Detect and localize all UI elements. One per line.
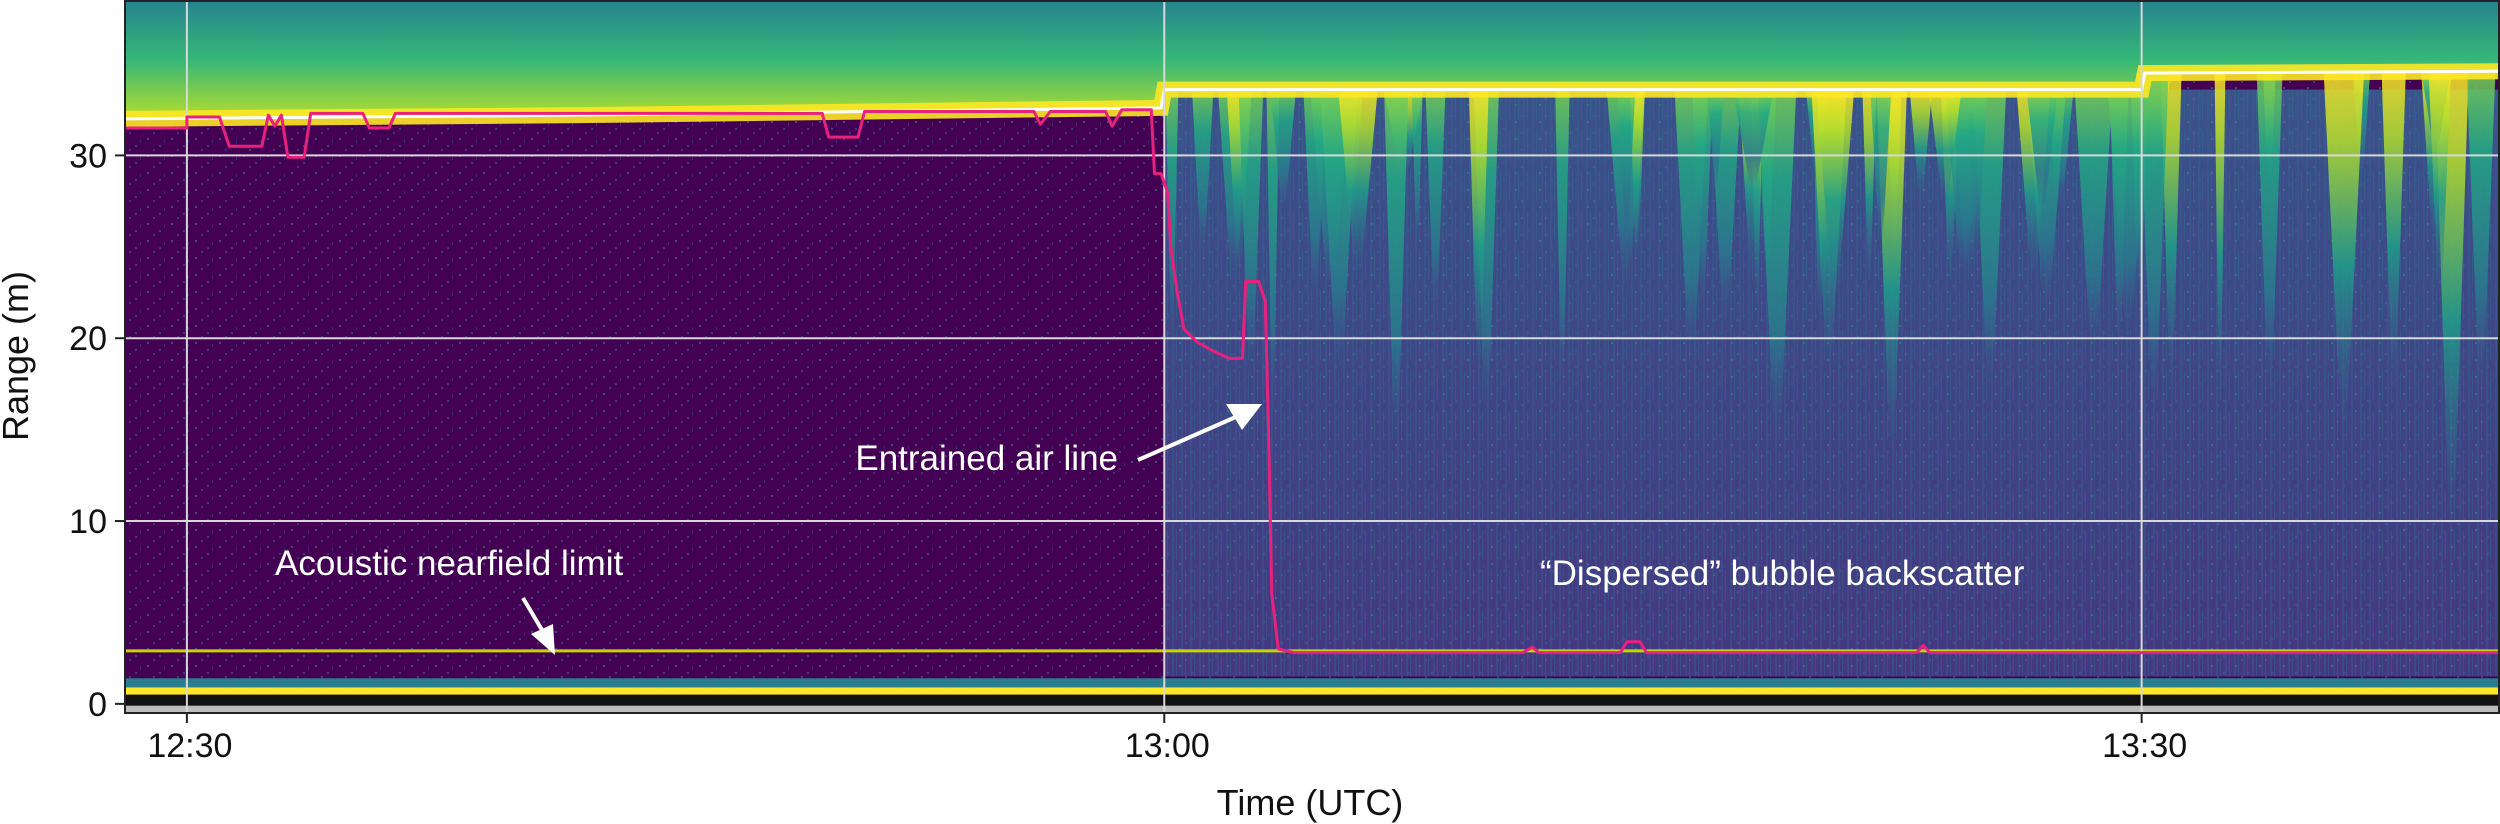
annotation-entrained-air-label: Entrained air line <box>855 439 1118 478</box>
bubble-plume <box>1468 89 1489 380</box>
bubble-plume <box>1870 89 1892 245</box>
entrained-air-arrowhead-icon <box>1226 404 1262 430</box>
bubble-plume <box>1191 89 1214 258</box>
bubble-plume <box>1411 89 1423 252</box>
y-tick-label: 20 <box>69 320 107 358</box>
bubble-plume <box>1270 89 1297 211</box>
y-tick-label: 0 <box>88 686 107 724</box>
bubble-plume <box>1165 89 1179 346</box>
series-entrained-air-line <box>125 108 2500 655</box>
bubble-plume <box>1909 89 1933 199</box>
bubble-plume <box>1617 89 1636 236</box>
bubble-plume <box>1928 89 1962 202</box>
bubble-plume <box>1338 89 1378 274</box>
nearfield-arrow-shaft <box>521 596 547 637</box>
annotation-dispersed-label: “Dispersed” bubble backscatter <box>1540 554 2025 593</box>
bubble-plume <box>2139 73 2169 411</box>
bubble-plume <box>2214 73 2226 409</box>
x-tick-label: 12:30 <box>147 727 232 765</box>
x-tick-label: 13:00 <box>1125 727 1210 765</box>
bubble-plume <box>1555 89 1570 394</box>
y-tick-label: 10 <box>69 503 107 541</box>
bubble-plume <box>1862 89 1877 287</box>
axes: 0 10 20 30 12:30 13:00 13:30 <box>69 0 2500 765</box>
bubble-plume <box>1757 89 1797 446</box>
bubble-plume <box>1966 89 1987 261</box>
bubble-plume <box>1384 89 1409 452</box>
entrained-air-arrow-shaft <box>1137 414 1239 462</box>
bubble-plume <box>1238 89 1264 380</box>
plot-area <box>125 0 2500 713</box>
bubble-plume <box>2466 73 2496 390</box>
bottom-band-grey <box>125 705 2500 713</box>
bubble-plume <box>1425 89 1446 318</box>
bottom-band-black <box>125 694 2500 706</box>
annotation-nearfield: Acoustic nearfield limit <box>275 544 623 655</box>
bubble-plume <box>2323 73 2364 424</box>
y-tick-label: 30 <box>69 137 107 175</box>
annotation-entrained-air: Entrained air line <box>855 404 1262 478</box>
bubble-plume <box>2107 89 2149 335</box>
y-axis-title: Range (m) <box>0 271 36 441</box>
bubble-plume <box>2256 73 2283 393</box>
plot-frame <box>124 0 2500 714</box>
bubble-plume <box>1732 89 1774 185</box>
bubble-plume <box>1303 89 1327 303</box>
bubble-plume <box>2160 73 2182 388</box>
bubble-plume <box>1266 89 1280 421</box>
bubble-plume <box>1692 89 1713 312</box>
bubble-plume <box>2381 73 2406 388</box>
x-tick-label: 13:30 <box>2102 727 2187 765</box>
annotation-nearfield-label: Acoustic nearfield limit <box>275 544 623 583</box>
nearfield-arrowhead-icon <box>531 624 555 655</box>
bubble-plume <box>1629 89 1645 257</box>
bubble-plume <box>1707 89 1725 188</box>
bubble-plume <box>2428 73 2452 297</box>
bottom-band-yellow <box>125 687 2500 695</box>
x-axis-title: Time (UTC) <box>1217 782 1404 823</box>
bottom-band-teal <box>125 678 2500 688</box>
bubble-plume <box>1815 89 1855 293</box>
bubble-plume <box>2026 89 2059 208</box>
